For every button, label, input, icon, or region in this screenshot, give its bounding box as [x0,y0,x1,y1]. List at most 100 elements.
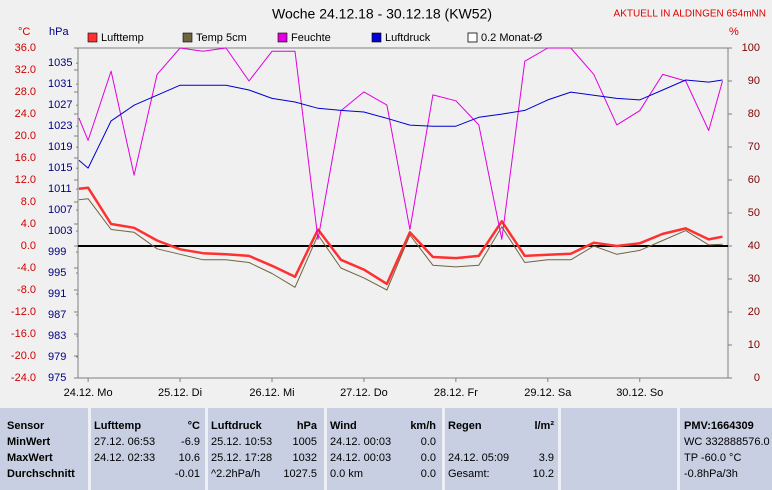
block-title: Regen [448,420,482,432]
y3-tick-label: 90 [748,75,760,87]
cell-time: 25.12. 17:28 [211,452,273,464]
y-tick-label: -24.0 [11,372,36,384]
legend-label: Lufttemp [101,32,144,44]
row-label: Durchschnitt [7,468,75,480]
y3-tick-label: 30 [748,273,760,285]
legend-label: Luftdruck [385,32,431,44]
cell-value: 10.6 [178,452,200,464]
y2-tick-label: 975 [48,372,66,384]
cell-value: -0.01 [174,468,200,480]
cell-time: 27.12. 06:53 [94,436,156,448]
cell-time: 24.12. 00:03 [330,452,392,464]
y-tick-label: -20.0 [11,350,36,362]
y2-tick-label: 1015 [48,162,72,174]
y3-axis-unit: % [729,26,739,38]
series-line [78,198,723,291]
column-separator [205,408,208,490]
station-label: AKTUELL IN ALDINGEN 654mNN [614,9,766,20]
y-tick-label: 24.0 [15,108,36,120]
status-line: PMV:1664309 [684,420,754,432]
y3-tick-label: 50 [748,207,760,219]
column-separator [677,408,680,490]
block-unit: °C [187,420,200,432]
cell-value: 3.9 [538,452,554,464]
y-tick-label: 16.0 [15,152,36,164]
column-separator [558,408,561,490]
status-line: TP -60.0 °C [684,452,742,464]
y-axis-unit: °C [18,26,30,38]
y3-tick-label: 20 [748,306,760,318]
series-line [78,79,723,169]
y3-tick-label: 60 [748,174,760,186]
y-tick-label: 36.0 [15,42,36,54]
y2-tick-label: 1027 [48,99,72,111]
y2-tick-label: 1031 [48,78,72,90]
y2-tick-label: 1019 [48,141,72,153]
cell-time: 24.12. 02:33 [94,452,156,464]
y2-tick-label: 1023 [48,120,72,132]
y2-tick-label: 987 [48,309,66,321]
y-tick-label: -16.0 [11,328,36,340]
y2-tick-label: 1007 [48,204,72,216]
y3-tick-label: 10 [748,339,760,351]
column-separator [324,408,327,490]
x-tick-label: 30.12. So [616,387,663,399]
y2-axis-unit: hPa [49,26,69,38]
chart: Woche 24.12.18 - 30.12.18 (KW52) AKTUELL… [11,6,766,399]
x-tick-label: 29.12. Sa [524,387,572,399]
block-unit: l/m² [534,420,554,432]
cell-value: 1027.5 [283,468,317,480]
plot-area [77,47,729,379]
legend-swatch [467,32,478,43]
legend-label: Feuchte [291,32,331,44]
status-line: -0.8hPa/3h [684,468,738,480]
y3-tick-label: 40 [748,240,760,252]
legend-swatch [277,32,288,43]
y2-tick-label: 1011 [48,183,72,195]
column-separator [442,408,445,490]
y2-tick-label: 1003 [48,225,72,237]
cell-value: 0.0 [420,452,436,464]
y3-tick-label: 100 [742,42,760,54]
row-label: MinWert [7,436,51,448]
x-tick-label: 27.12. Do [340,387,388,399]
y-tick-label: 12.0 [15,174,36,186]
cell-value: 0.0 [420,468,436,480]
row-label: MaxWert [7,452,53,464]
column-separator [88,408,91,490]
y-tick-label: 0.0 [21,240,36,252]
legend-swatch [182,32,193,43]
x-tick-label: 28.12. Fr [434,387,478,399]
x-tick-label: 26.12. Mi [249,387,294,399]
y-tick-label: 32.0 [15,64,36,76]
legend-swatch [87,32,98,43]
y-tick-label: 28.0 [15,86,36,98]
y2-tick-label: 995 [48,267,66,279]
block-title: Lufttemp [94,420,142,432]
legend-label: 0.2 Monat-Ø [481,32,543,44]
y-tick-label: 8.0 [21,196,36,208]
cell-time: Gesamt: [448,468,490,480]
y-tick-label: -8.0 [17,284,36,296]
x-tick-label: 25.12. Di [158,387,202,399]
row-label: Sensor [7,420,45,432]
y3-tick-label: 80 [748,108,760,120]
y2-tick-label: 1035 [48,57,72,69]
cell-value: 0.0 [420,436,436,448]
cell-time: 25.12. 10:53 [211,436,273,448]
block-unit: km/h [410,420,436,432]
y2-tick-label: 979 [48,351,66,363]
y3-tick-label: 0 [754,372,760,384]
cell-time: ^2.2hPa/h [211,468,261,480]
cell-value: 1032 [292,452,317,464]
cell-value: 1005 [292,436,317,448]
chart-title: Woche 24.12.18 - 30.12.18 (KW52) [272,6,492,22]
cell-time: 24.12. 00:03 [330,436,392,448]
summary-table: Sensor MinWert MaxWert Durchschnitt Lufttemp… [0,408,772,490]
cell-value: -6.9 [181,436,200,448]
block-title: Wind [330,420,357,432]
cell-value: 10.2 [532,468,554,480]
y-tick-label: 4.0 [21,218,36,230]
block-title: Luftdruck [211,420,262,432]
